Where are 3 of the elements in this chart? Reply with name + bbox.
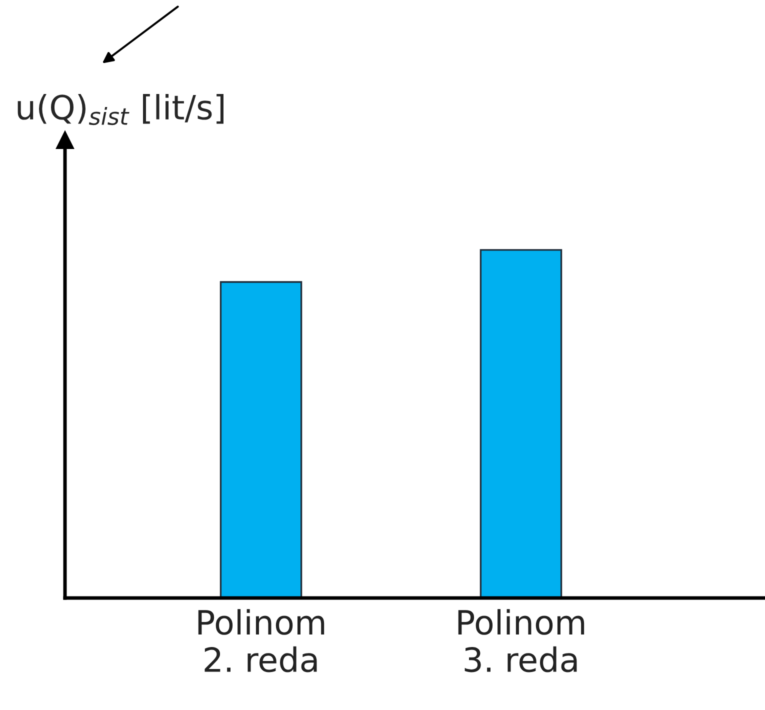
y-axis-title: u(Q)$_{sist}$ [lit/s] (18, 94, 224, 126)
x-tick-label: Polinom 2. reda (198, 609, 324, 672)
x-tick-label: Polinom 3. reda (458, 609, 584, 672)
